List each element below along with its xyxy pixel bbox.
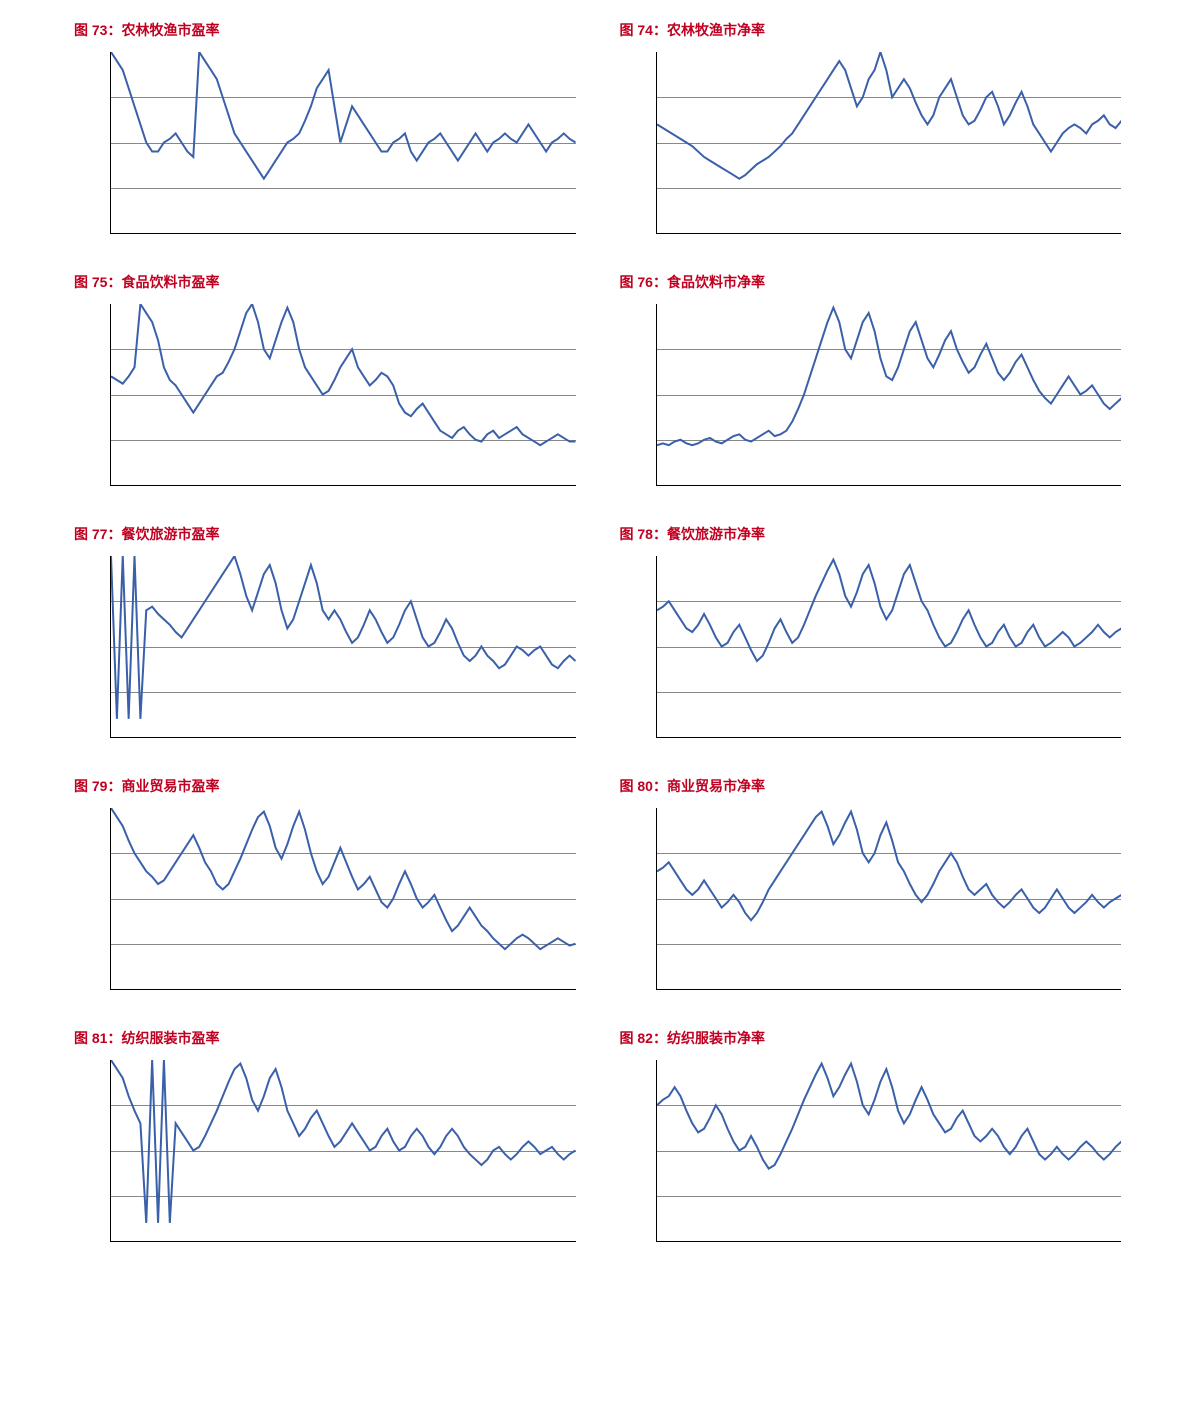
chart-title: 图 81：纺织服装市盈率 [70,1028,576,1048]
chart-canvas-wrap [616,52,1122,242]
chart-canvas [656,1060,1122,1242]
chart-grid: 图 73：农林牧渔市盈率 图 74：农林牧渔市净率图 75：食品饮料市盈率 图 76… [70,20,1121,1250]
chart-canvas [656,304,1122,486]
chart-73: 图 73：农林牧渔市盈率 [70,20,576,242]
chart-82: 图 82：纺织服装市净率 [616,1028,1122,1250]
chart-canvas-wrap [616,304,1122,494]
chart-74: 图 74：农林牧渔市净率 [616,20,1122,242]
chart-79: 图 79：商业贸易市盈率 [70,776,576,998]
chart-canvas-wrap [616,1060,1122,1250]
data-line [657,308,1122,446]
chart-81: 图 81：纺织服装市盈率 [70,1028,576,1250]
chart-title: 图 78：餐饮旅游市净率 [616,524,1122,544]
line-series [111,808,576,989]
data-line [657,1064,1122,1169]
chart-canvas [110,808,576,990]
chart-75: 图 75：食品饮料市盈率 [70,272,576,494]
data-line [657,560,1122,661]
chart-canvas-wrap [70,52,576,242]
chart-76: 图 76：食品饮料市净率 [616,272,1122,494]
chart-title: 图 77：餐饮旅游市盈率 [70,524,576,544]
line-series [111,52,576,233]
chart-canvas-wrap [616,556,1122,746]
chart-canvas [656,556,1122,738]
chart-80: 图 80：商业贸易市净率 [616,776,1122,998]
chart-canvas-wrap [70,1060,576,1250]
chart-title: 图 79：商业贸易市盈率 [70,776,576,796]
chart-title: 图 75：食品饮料市盈率 [70,272,576,292]
chart-canvas-wrap [70,556,576,746]
data-line [111,304,576,445]
chart-title: 图 73：农林牧渔市盈率 [70,20,576,40]
chart-canvas [656,52,1122,234]
chart-78: 图 78：餐饮旅游市净率 [616,524,1122,746]
data-line [111,808,576,949]
chart-canvas [110,556,576,738]
data-line [657,812,1122,921]
line-series [111,556,576,737]
data-line [657,52,1122,179]
chart-canvas [110,52,576,234]
chart-canvas [656,808,1122,990]
data-line [111,52,576,179]
chart-title: 图 82：纺织服装市净率 [616,1028,1122,1048]
line-series [657,52,1122,233]
line-series [111,304,576,485]
line-series [657,1060,1122,1241]
chart-title: 图 76：食品饮料市净率 [616,272,1122,292]
chart-title: 图 80：商业贸易市净率 [616,776,1122,796]
chart-77: 图 77：餐饮旅游市盈率 [70,524,576,746]
chart-canvas-wrap [70,304,576,494]
chart-canvas [110,304,576,486]
line-series [657,556,1122,737]
line-series [111,1060,576,1241]
data-line [111,1060,576,1223]
line-series [657,304,1122,485]
chart-title: 图 74：农林牧渔市净率 [616,20,1122,40]
line-series [657,808,1122,989]
chart-canvas [110,1060,576,1242]
chart-canvas-wrap [70,808,576,998]
data-line [111,556,576,719]
chart-canvas-wrap [616,808,1122,998]
